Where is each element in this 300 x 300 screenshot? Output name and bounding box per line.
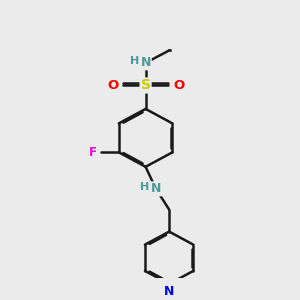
Text: N: N [140,56,151,69]
Text: O: O [173,79,184,92]
Text: F: F [89,146,97,159]
Text: O: O [107,79,118,92]
Text: N: N [151,182,161,195]
Text: H: H [140,182,149,193]
Text: S: S [141,79,151,92]
Text: H: H [130,56,139,66]
Text: N: N [164,285,174,298]
